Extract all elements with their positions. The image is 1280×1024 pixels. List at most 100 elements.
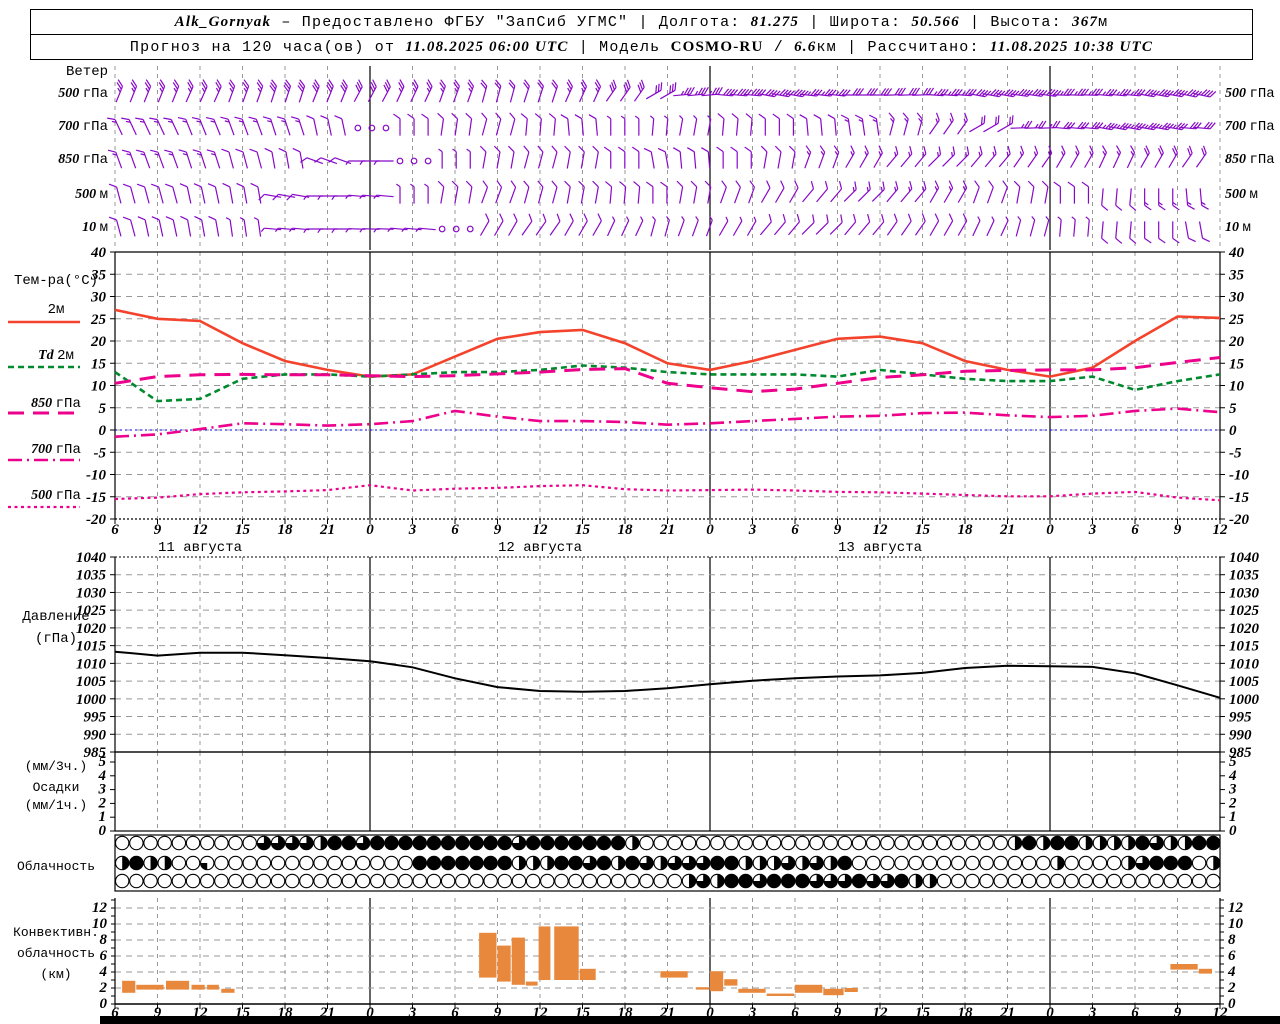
svg-text:5: 5 (99, 401, 107, 417)
wind-level-label-right-850: 850 гПа (1225, 152, 1275, 168)
svg-text:-10: -10 (86, 468, 106, 484)
header-segment: | Высота: (959, 14, 1073, 31)
svg-text:6: 6 (791, 1005, 799, 1021)
legend-item: 700 гПа (31, 442, 81, 458)
convective-bar (511, 937, 525, 985)
header-segment: км | Рассчитано: (816, 39, 990, 56)
cloud-row-3 (114, 873, 1221, 889)
convective-bar (538, 926, 551, 980)
convective-bar (1198, 968, 1212, 974)
wind-level-label-left-850: 850 гПа (58, 152, 108, 168)
svg-text:995: 995 (84, 710, 107, 726)
convective-bar (122, 980, 136, 993)
svg-text:6: 6 (451, 522, 459, 538)
wind-level-label-right-10: 10 м (1225, 220, 1251, 236)
time-axis: 6 9 12 15 18 21 0 3 6 9 12 15 18 21 0 3 6 9 12 15 18 21 0 3 6 9 12… (111, 519, 1228, 556)
svg-text:0: 0 (1046, 1005, 1054, 1021)
wind-barbs-row-850гПа (107, 145, 1207, 169)
svg-text:6: 6 (111, 1005, 119, 1021)
svg-text:0: 0 (100, 996, 108, 1012)
cloudiness-title: Облачность (16, 859, 95, 874)
pressure-title: Давление (22, 609, 90, 625)
svg-text:0: 0 (1229, 823, 1237, 839)
svg-text:20: 20 (1228, 334, 1245, 350)
convective-bar (738, 988, 766, 993)
svg-text:0: 0 (1046, 522, 1054, 538)
header-segment: – Предоставлено ФГБУ "ЗапСиб УГМС" | Дол… (271, 14, 751, 31)
svg-text:1035: 1035 (76, 568, 107, 584)
svg-text:-20: -20 (86, 512, 106, 528)
header-segment: 50.566 (911, 14, 960, 30)
convective-bar (221, 988, 235, 993)
header-segment: Прогноз на 120 часа(ов) от (129, 39, 406, 56)
svg-text:15: 15 (575, 522, 591, 538)
bottom-bar (100, 1016, 1280, 1024)
svg-text:9: 9 (1174, 1005, 1182, 1021)
svg-text:995: 995 (1229, 710, 1252, 726)
convective-bar (166, 980, 190, 990)
day-label-12: 12 августа (498, 540, 582, 556)
wind-level-label-left-10: 10 м (82, 220, 108, 236)
svg-text:3: 3 (1228, 782, 1237, 798)
wind-level-label-right-700: 700 гПа (1225, 119, 1275, 135)
svg-text:-10: -10 (1229, 468, 1249, 484)
convective-bar (724, 979, 738, 986)
svg-text:4: 4 (1228, 768, 1237, 784)
svg-text:0: 0 (366, 1005, 374, 1021)
svg-text:5: 5 (1229, 754, 1237, 770)
convective-bar (695, 987, 709, 990)
svg-text:12: 12 (1228, 900, 1244, 916)
svg-text:0: 0 (1228, 996, 1236, 1012)
svg-text:0: 0 (1229, 423, 1237, 439)
svg-text:9: 9 (494, 522, 502, 538)
wind-panel-title: Ветер (65, 64, 108, 80)
svg-text:2: 2 (1227, 980, 1236, 996)
svg-text:1005: 1005 (76, 674, 107, 690)
convective-bar (795, 984, 823, 993)
svg-text:2: 2 (98, 795, 107, 811)
legend-item: 850 гПа (31, 396, 81, 412)
header-segment: м (1098, 14, 1109, 31)
svg-text:1025: 1025 (1229, 603, 1260, 619)
svg-text:0: 0 (706, 1005, 714, 1021)
convective-bar (710, 971, 724, 992)
pressure-series (114, 650, 1221, 699)
svg-text:12: 12 (92, 900, 108, 916)
svg-text:2: 2 (1228, 795, 1237, 811)
svg-text:1010: 1010 (1229, 656, 1260, 672)
precip-title: Осадки (32, 780, 80, 795)
svg-text:6: 6 (791, 522, 799, 538)
header-segment: | Модель (568, 39, 671, 56)
convective-bar (554, 926, 579, 980)
wind-level-label-left-500: 500 гПа (58, 86, 108, 102)
convective-bar (579, 968, 596, 980)
svg-text:35: 35 (1228, 267, 1245, 283)
convective-bar (823, 988, 844, 996)
svg-text:25: 25 (90, 312, 107, 328)
temperature-panel: 40 40 35 35 30 30 25 25 20 20 15 15 10 10 5 5 0 0 -5 -5 -10 -… (8, 245, 1249, 528)
svg-text:10: 10 (1229, 379, 1245, 395)
svg-text:3: 3 (748, 1005, 757, 1021)
svg-text:8: 8 (100, 932, 108, 948)
svg-text:30: 30 (1228, 290, 1245, 306)
svg-text:40: 40 (1228, 245, 1245, 261)
svg-text:9: 9 (1174, 522, 1182, 538)
svg-text:9: 9 (154, 1005, 162, 1021)
svg-text:-5: -5 (94, 445, 107, 461)
svg-text:9: 9 (494, 1005, 502, 1021)
legend-item: 500 гПа (31, 488, 81, 504)
svg-text:6: 6 (111, 522, 119, 538)
svg-text:6: 6 (1131, 1005, 1139, 1021)
svg-text:35: 35 (90, 267, 107, 283)
svg-text:0: 0 (99, 823, 107, 839)
svg-text:20: 20 (90, 334, 107, 350)
svg-text:3: 3 (408, 522, 417, 538)
svg-text:1025: 1025 (76, 603, 107, 619)
svg-text:1015: 1015 (1229, 639, 1260, 655)
svg-text:4: 4 (1227, 964, 1236, 980)
svg-text:6: 6 (1131, 522, 1139, 538)
svg-text:1020: 1020 (1229, 621, 1260, 637)
svg-text:25: 25 (1228, 312, 1245, 328)
